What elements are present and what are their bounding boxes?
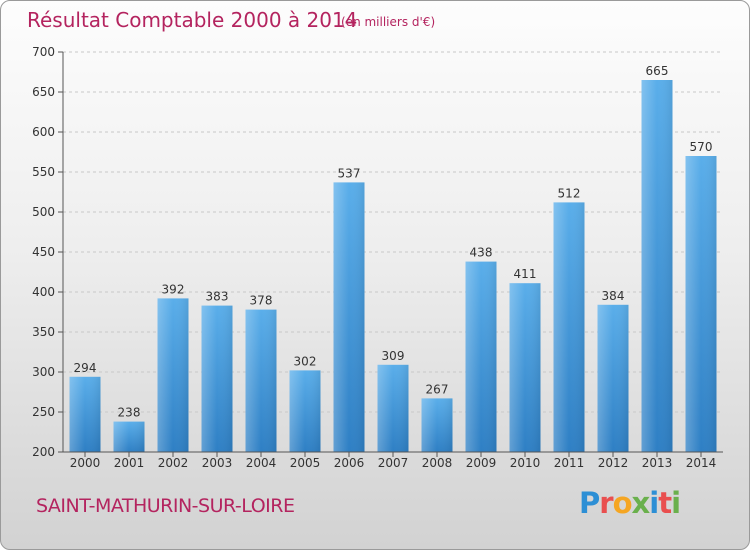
x-tick-label: 2014: [686, 456, 717, 470]
y-tick-label: 250: [32, 405, 55, 419]
y-tick-label: 600: [32, 125, 55, 139]
data-label: 267: [426, 382, 449, 396]
bar-shine: [465, 261, 497, 452]
y-tick-label: 700: [32, 45, 55, 59]
data-label: 411: [514, 267, 537, 281]
x-tick-label: 2000: [70, 456, 101, 470]
bar-shine: [509, 283, 541, 452]
bar-shine: [289, 370, 321, 452]
bar-shine: [685, 156, 717, 452]
bar-shine: [113, 421, 145, 452]
bars: 294 238 392 383 378 302 537 309 267 438 411 512 384 6…: [69, 64, 717, 452]
bar-shine: [69, 376, 101, 452]
y-tick-label: 500: [32, 205, 55, 219]
data-label: 665: [646, 64, 669, 78]
x-tick-label: 2006: [334, 456, 365, 470]
bar-shine: [421, 398, 453, 452]
data-label: 238: [118, 406, 141, 420]
y-tick-label: 350: [32, 325, 55, 339]
logo-letter: r: [599, 486, 613, 520]
x-axis-ticks: 2000 2001 2002 2003 2004 2005 2006 2007 2008 2009…: [70, 452, 717, 470]
data-label: 438: [470, 246, 493, 260]
bar-shine: [641, 80, 673, 452]
logo-letter: t: [658, 486, 672, 520]
bar-shine: [597, 304, 629, 452]
chart-title: Résultat Comptable 2000 à 2014: [27, 8, 357, 32]
logo-letter: P: [579, 486, 600, 520]
data-label: 294: [74, 361, 97, 375]
data-label: 309: [382, 349, 405, 363]
y-axis-ticks: 200 250 300 350 400 450 500 550 600 650 700: [32, 45, 63, 459]
data-label: 378: [250, 294, 273, 308]
bar-shine: [201, 305, 233, 452]
proxiti-logo: Proxiti: [579, 486, 681, 520]
x-tick-label: 2013: [642, 456, 673, 470]
y-tick-label: 450: [32, 245, 55, 259]
x-tick-label: 2002: [158, 456, 189, 470]
y-tick-label: 200: [32, 445, 55, 459]
data-label: 512: [558, 186, 581, 200]
data-label: 570: [690, 140, 713, 154]
logo-letter: x: [631, 486, 651, 520]
data-label: 302: [294, 354, 317, 368]
y-tick-label: 550: [32, 165, 55, 179]
bar-shine: [377, 364, 409, 452]
y-tick-label: 400: [32, 285, 55, 299]
logo-letter: i: [671, 486, 681, 520]
location-name: SAINT-MATHURIN-SUR-LOIRE: [36, 495, 295, 517]
bar-shine: [245, 309, 277, 452]
bar-shine: [333, 182, 365, 452]
x-tick-label: 2008: [422, 456, 453, 470]
logo-letter: i: [649, 486, 659, 520]
data-label: 392: [162, 282, 185, 296]
x-tick-label: 2010: [510, 456, 541, 470]
data-label: 384: [602, 289, 625, 303]
logo-letter: o: [612, 486, 633, 520]
x-tick-label: 2009: [466, 456, 497, 470]
y-tick-label: 650: [32, 85, 55, 99]
bar-shine: [157, 298, 189, 452]
x-tick-label: 2011: [554, 456, 585, 470]
bar-shine: [553, 202, 585, 452]
chart-subtitle: (en milliers d'€): [341, 15, 435, 29]
data-label: 383: [206, 290, 229, 304]
x-tick-label: 2007: [378, 456, 409, 470]
x-tick-label: 2003: [202, 456, 233, 470]
y-tick-label: 300: [32, 365, 55, 379]
x-tick-label: 2012: [598, 456, 629, 470]
data-label: 537: [338, 166, 361, 180]
x-tick-label: 2005: [290, 456, 321, 470]
x-tick-label: 2004: [246, 456, 277, 470]
x-tick-label: 2001: [114, 456, 145, 470]
